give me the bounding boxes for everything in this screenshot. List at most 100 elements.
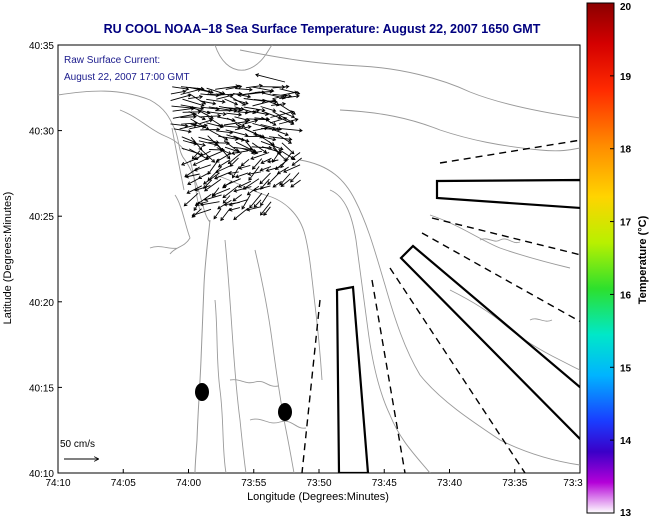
current-vector-arrow — [225, 84, 243, 90]
figure-title: RU COOL NOAA–18 Sea Surface Temperature:… — [104, 22, 541, 36]
contour-shelf-inner — [239, 49, 580, 119]
zone-vertical-box — [335, 285, 370, 473]
current-vector-arrow — [188, 94, 204, 100]
current-vector-arrow — [241, 194, 251, 210]
current-vector-arrow — [262, 98, 280, 107]
current-vector-arrow — [192, 157, 209, 166]
surface-current-vectors — [170, 73, 303, 222]
legend-line-1: Raw Surface Current: — [64, 55, 160, 66]
current-vector-arrow — [191, 150, 201, 160]
plot-frame — [57, 44, 581, 474]
x-tick-label: 73:35 — [502, 478, 527, 489]
current-vector-arrow — [234, 124, 252, 131]
current-vector-arrow — [194, 185, 211, 192]
current-vector-arrow — [232, 194, 242, 202]
current-vector-arrow — [170, 123, 189, 128]
current-vector-arrow — [226, 117, 246, 128]
current-vector-arrow — [184, 173, 200, 179]
current-vector-arrow — [227, 94, 246, 106]
current-vector-arrow — [277, 134, 292, 144]
current-vector-arrow — [206, 111, 227, 117]
bay-outline — [119, 109, 185, 151]
x-tick-label: 73:40 — [437, 478, 462, 489]
current-vector-arrow — [208, 129, 229, 141]
current-vector-arrow — [231, 150, 249, 156]
current-vector-arrow — [172, 86, 190, 91]
contour-offshore-2 — [429, 214, 571, 269]
current-vector-arrow — [260, 178, 270, 190]
current-vector-arrow — [222, 178, 241, 188]
current-vector-arrow — [211, 187, 231, 197]
current-vector-arrow — [220, 207, 231, 222]
y-tick-label: 40:15 — [29, 383, 54, 394]
current-vector-arrow — [215, 164, 232, 174]
current-vector-arrow — [253, 199, 262, 208]
current-vector-arrow — [224, 98, 239, 106]
x-tick-label: 74:00 — [176, 478, 201, 489]
contour-nearshore-2 — [254, 249, 295, 473]
current-vector-arrow — [252, 98, 277, 107]
solid-outlined-zones — [335, 178, 580, 473]
current-vector-arrow — [199, 148, 216, 163]
x-tick-label: 73:45 — [372, 478, 397, 489]
current-vector-arrow — [182, 98, 205, 107]
current-vector-arrow — [259, 172, 271, 185]
dashed-line-2 — [431, 217, 580, 256]
current-vector-arrow — [250, 150, 262, 155]
current-vector-arrow — [276, 166, 289, 175]
x-tick-label: 74:05 — [111, 478, 136, 489]
contour-hudson-channel-east — [299, 159, 580, 466]
current-vector-arrow — [233, 99, 249, 105]
current-vector-arrow — [290, 172, 300, 183]
contour-nearshore-1 — [224, 239, 247, 473]
colorbar-tick-label: 13 — [620, 508, 632, 518]
dashed-sector-lines — [301, 139, 580, 473]
current-vector-arrow — [183, 192, 199, 207]
current-vector-arrow — [260, 157, 272, 164]
current-vector-arrow — [261, 146, 283, 154]
current-vector-arrow — [173, 128, 192, 134]
x-axis-ticks: 74:10 74:05 74:00 73:55 73:50 73:45 73:40 73:35… — [45, 469, 583, 489]
current-vector-arrow — [191, 208, 212, 217]
current-vector-arrow — [226, 112, 243, 117]
current-vector-arrow — [216, 93, 234, 100]
current-vector-arrow — [200, 100, 217, 106]
current-vector-arrow — [265, 166, 281, 173]
current-vector-arrow — [206, 98, 226, 104]
current-vector-arrow — [206, 87, 226, 96]
current-vector-arrow — [246, 206, 262, 212]
x-tick-label: 73:3 — [563, 478, 583, 489]
dashed-line-6 — [301, 299, 321, 473]
current-vector-arrow — [203, 194, 222, 202]
current-vector-arrow — [205, 151, 222, 160]
current-vector-arrow — [190, 141, 206, 147]
current-vector-arrow — [213, 171, 232, 180]
current-vector-arrow — [247, 171, 262, 176]
contour-wiggle-1 — [229, 379, 279, 387]
sandy-hook-coast — [58, 90, 211, 223]
buoy-marker-1 — [195, 383, 209, 401]
current-vector-arrow — [186, 185, 203, 194]
current-vector-arrow — [180, 114, 197, 119]
current-vector-arrow — [270, 128, 289, 137]
current-vector-arrow — [237, 180, 252, 188]
colorbar-tick-label: 15 — [620, 363, 632, 374]
colorbar-tick-label: 19 — [620, 72, 632, 83]
y-axis-ticks: 40:35 40:30 40:25 40:20 40:15 40:10 — [29, 41, 62, 480]
contour-nearshore-3 — [214, 299, 227, 473]
current-vector-arrow — [226, 134, 245, 142]
current-vector-arrow — [278, 117, 299, 125]
inland-waterways — [149, 127, 201, 255]
current-vector-arrow — [197, 172, 210, 179]
current-vector-arrow — [228, 199, 249, 207]
current-vector-arrow — [261, 116, 277, 126]
current-vector-arrow — [233, 207, 249, 221]
y-tick-label: 40:20 — [29, 298, 54, 309]
current-vector-arrow — [290, 152, 301, 160]
colorbar-tick-label: 14 — [620, 436, 632, 447]
current-vector-arrow — [215, 152, 232, 163]
current-vector-arrow — [251, 158, 263, 170]
current-vector-arrow — [181, 157, 199, 166]
coastline-and-bathymetry — [58, 45, 580, 473]
